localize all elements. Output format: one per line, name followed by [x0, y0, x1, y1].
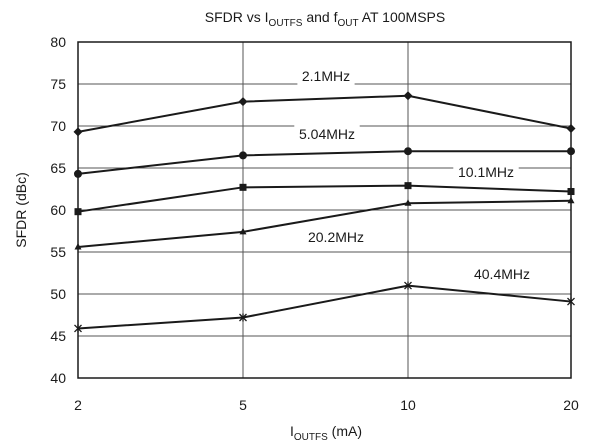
data-point [239, 183, 247, 191]
data-point [74, 242, 82, 250]
data-point [404, 147, 412, 156]
data-point [403, 91, 413, 101]
series-line [77, 199, 572, 248]
chart-title: SFDR vs IOUTFS and fOUT AT 100MSPS [205, 9, 445, 29]
y-tick-label: 75 [50, 76, 66, 92]
series-line [77, 284, 572, 330]
series-4 [74, 281, 575, 333]
y-tick-label: 55 [50, 244, 66, 260]
data-point [74, 169, 82, 178]
series-label-bg [294, 125, 360, 143]
series-label-bg [469, 265, 535, 283]
series-label: 5.04MHz [299, 126, 355, 142]
series-0 [73, 91, 576, 137]
x-tick-label: 10 [400, 397, 416, 413]
data-point [238, 97, 248, 107]
y-tick-label: 40 [50, 370, 66, 386]
series-2 [74, 182, 575, 216]
series-line [77, 184, 572, 213]
data-point [73, 127, 83, 137]
series-line [77, 150, 571, 175]
series-label-bg [453, 163, 519, 181]
series-line [77, 94, 572, 133]
x-tick-label: 20 [563, 397, 579, 413]
data-point [567, 196, 575, 204]
y-tick-label: 45 [50, 328, 66, 344]
y-tick-label: 65 [50, 160, 66, 176]
data-point [74, 208, 82, 216]
x-tick-label: 2 [74, 397, 82, 413]
data-point [567, 188, 575, 196]
data-point [404, 281, 412, 290]
series-label-bg [303, 228, 369, 246]
data-point [239, 151, 247, 160]
y-tick-label: 60 [50, 202, 66, 218]
series-group [73, 91, 576, 333]
data-point [566, 124, 576, 134]
series-label-bg [297, 67, 355, 85]
series-label: 10.1MHz [458, 164, 514, 180]
grid [77, 41, 572, 379]
x-axis-ticks: 2 5 10 20 [74, 397, 579, 413]
series-label: 40.4MHz [474, 266, 530, 282]
series-labels: 2.1MHz 5.04MHz 10.1MHz 20.2MHz 40.4MHz [294, 67, 535, 283]
y-tick-label: 70 [50, 118, 66, 134]
y-axis-label: SFDR (dBc) [13, 172, 29, 247]
series-label: 20.2MHz [308, 229, 364, 245]
data-point [239, 313, 247, 322]
y-axis-ticks: 80 75 70 65 60 55 50 45 40 [50, 34, 66, 386]
data-point [74, 324, 82, 333]
data-point [239, 227, 247, 235]
data-point [404, 182, 412, 190]
data-point [567, 297, 575, 306]
series-label: 2.1MHz [302, 68, 350, 84]
series-1 [74, 147, 575, 178]
series-3 [74, 196, 575, 250]
x-axis-label: IOUTFS (mA) [290, 423, 362, 443]
y-tick-label: 50 [50, 286, 66, 302]
data-point [404, 199, 412, 206]
y-tick-label: 80 [50, 34, 66, 50]
data-point [567, 147, 575, 156]
x-tick-label: 5 [239, 397, 247, 413]
